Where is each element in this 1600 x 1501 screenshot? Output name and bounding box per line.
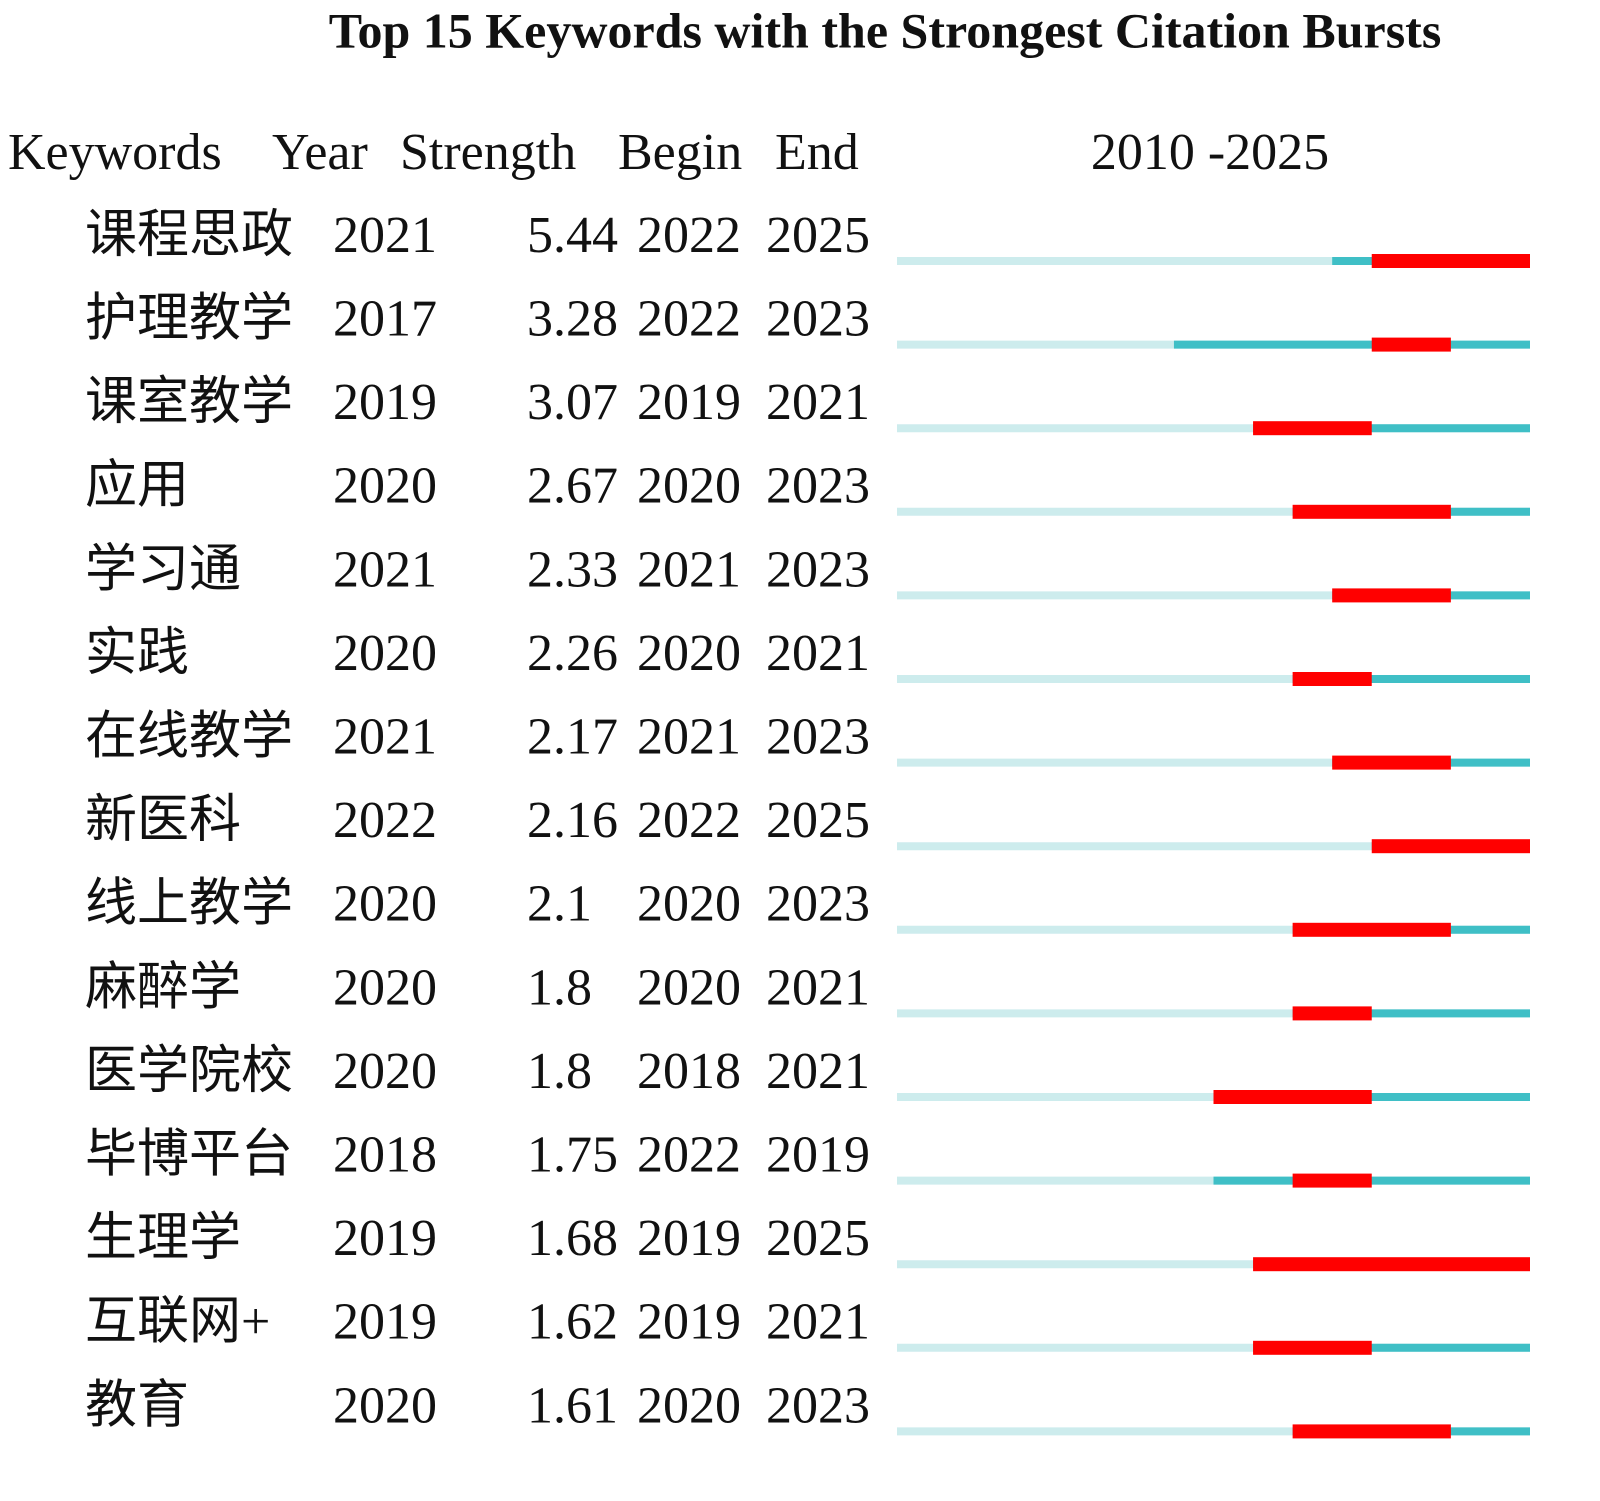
cell: 2023 — [766, 291, 870, 348]
cell: 2019 — [333, 1294, 437, 1351]
cell: 2025 — [766, 792, 870, 849]
cell: 课室教学 — [85, 374, 293, 431]
cell: 应用 — [85, 458, 189, 515]
burst-bar — [1253, 1257, 1530, 1272]
cell: 医学院校 — [85, 1043, 293, 1100]
column-header: Begin — [618, 124, 742, 181]
cell: 2020 — [333, 959, 437, 1016]
cell: 2022 — [637, 1127, 741, 1184]
cell: 毕博平台 — [85, 1127, 293, 1184]
burst-bar — [1371, 839, 1530, 854]
burst-bar — [1332, 755, 1451, 770]
cell: 学习通 — [85, 541, 241, 598]
cell: 2021 — [766, 1043, 870, 1100]
cell: 生理学 — [85, 1210, 241, 1267]
cell: 2022 — [637, 207, 741, 264]
cell: 2021 — [637, 709, 741, 766]
cell: 2018 — [333, 1127, 437, 1184]
cell: 1.62 — [527, 1294, 618, 1351]
cell: 2023 — [766, 709, 870, 766]
cell: 2.16 — [527, 792, 618, 849]
cell: 5.44 — [527, 207, 618, 264]
cell: 2017 — [333, 291, 437, 348]
burst-bar — [1332, 588, 1451, 603]
burst-bar — [1253, 421, 1372, 436]
column-header: Strength — [400, 124, 576, 181]
cell: 1.61 — [527, 1377, 618, 1434]
cell: 教育 — [85, 1377, 189, 1434]
cell: 2025 — [766, 207, 870, 264]
cell: 2020 — [333, 625, 437, 682]
column-header: Year — [272, 124, 368, 181]
cell: 2020 — [637, 959, 741, 1016]
burst-bar — [1292, 504, 1451, 519]
burst-bar — [1371, 337, 1451, 352]
cell: 2.17 — [527, 709, 618, 766]
cell: 2019 — [333, 374, 437, 431]
burst-bar — [1292, 1006, 1372, 1021]
cell: 2018 — [637, 1043, 741, 1100]
burst-bar — [1253, 1340, 1372, 1355]
chart-title: Top 15 Keywords with the Strongest Citat… — [329, 2, 1442, 58]
cell: 1.8 — [527, 959, 592, 1016]
cell: 2022 — [637, 291, 741, 348]
cell: 2020 — [637, 625, 741, 682]
cell: 麻醉学 — [85, 959, 241, 1016]
burst-bar — [1292, 922, 1451, 937]
cell: 2019 — [333, 1210, 437, 1267]
cell: 2022 — [333, 792, 437, 849]
cell: 2023 — [766, 541, 870, 598]
cell: 3.28 — [527, 291, 618, 348]
cell: 2.67 — [527, 458, 618, 515]
cell: 2.1 — [527, 876, 592, 933]
cell: 2021 — [333, 541, 437, 598]
burst-bar — [1213, 1090, 1372, 1104]
cell: 2020 — [333, 1377, 437, 1434]
cell: 1.8 — [527, 1043, 592, 1100]
cell: 课程思政 — [85, 207, 293, 264]
cell: 2019 — [637, 374, 741, 431]
column-header: End — [775, 124, 859, 181]
cell: 2.33 — [527, 541, 618, 598]
cell: 线上教学 — [85, 876, 293, 933]
cell: 互联网+ — [85, 1294, 270, 1351]
cell: 2020 — [333, 1043, 437, 1100]
burst-bar — [1292, 672, 1372, 686]
cell: 2019 — [766, 1127, 870, 1184]
cell: 2023 — [766, 458, 870, 515]
cell: 实践 — [85, 625, 189, 682]
cell: 2021 — [766, 625, 870, 682]
cell: 2023 — [766, 876, 870, 933]
cell: 2021 — [766, 1294, 870, 1351]
timeline-header: 2010 -2025 — [1091, 124, 1329, 181]
cell: 2019 — [637, 1294, 741, 1351]
cell: 2020 — [333, 876, 437, 933]
burst-bar — [1292, 1173, 1372, 1188]
cell: 2.26 — [527, 625, 618, 682]
cell: 2020 — [637, 1377, 741, 1434]
cell: 2021 — [766, 374, 870, 431]
cell: 2020 — [333, 458, 437, 515]
cell: 2025 — [766, 1210, 870, 1267]
column-header: Keywords — [8, 124, 222, 181]
cell: 2021 — [333, 207, 437, 264]
cell: 2020 — [637, 458, 741, 515]
cell: 2022 — [637, 792, 741, 849]
burst-bar — [1371, 254, 1530, 268]
cell: 2021 — [766, 959, 870, 1016]
cell: 在线教学 — [85, 709, 293, 766]
burst-bar — [1292, 1424, 1451, 1439]
cell: 2021 — [333, 709, 437, 766]
cell: 3.07 — [527, 374, 618, 431]
cell: 2019 — [637, 1210, 741, 1267]
cell: 2020 — [637, 876, 741, 933]
cell: 新医科 — [85, 792, 241, 849]
cell: 2023 — [766, 1377, 870, 1434]
cell: 1.68 — [527, 1210, 618, 1267]
cell: 2021 — [637, 541, 741, 598]
cell: 护理教学 — [85, 291, 293, 348]
cell: 1.75 — [527, 1127, 618, 1184]
